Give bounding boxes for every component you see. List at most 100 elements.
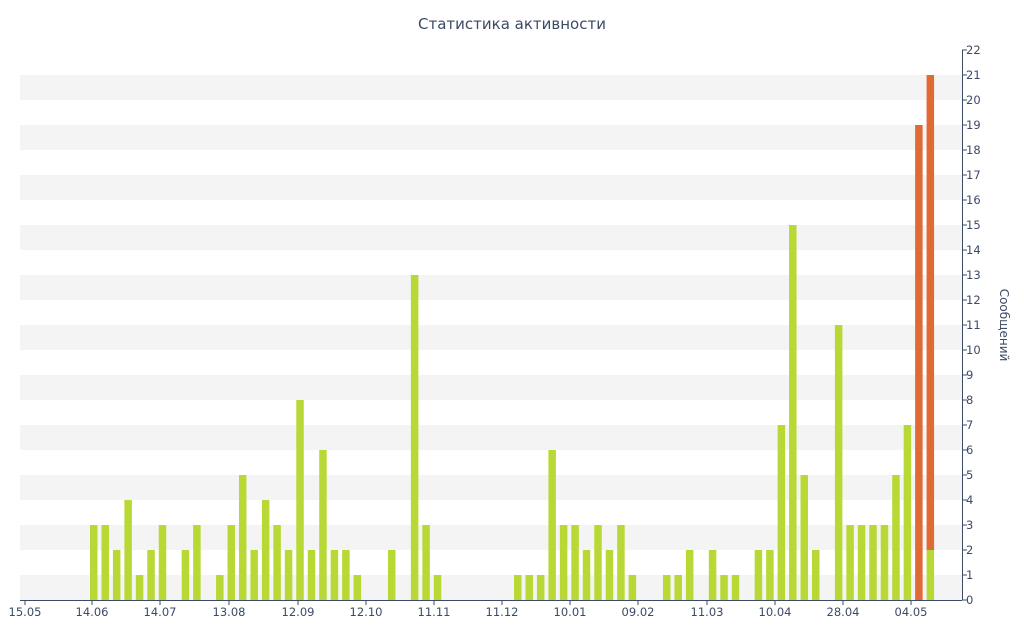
bar[interactable] xyxy=(112,550,121,600)
x-axis-ticks: 15.05 14.06 14.07 13.08 12.09 12.10 11.11 11.12… xyxy=(9,600,928,619)
y-tick-label: 18 xyxy=(966,143,981,157)
grid-band xyxy=(20,225,962,250)
bar[interactable] xyxy=(663,575,671,600)
bar[interactable] xyxy=(250,550,258,600)
bar[interactable] xyxy=(754,550,763,600)
grid-band xyxy=(20,175,962,200)
bar[interactable] xyxy=(559,525,568,600)
y-axis-label: Сообщений xyxy=(997,289,1011,362)
y-tick-label: 7 xyxy=(966,418,973,432)
bar[interactable] xyxy=(387,550,396,600)
x-tick-label: 10.04 xyxy=(759,605,792,619)
y-tick-label: 21 xyxy=(966,68,981,82)
grid-band xyxy=(20,475,962,500)
bar[interactable] xyxy=(90,525,98,600)
bar[interactable] xyxy=(903,425,912,600)
bar[interactable] xyxy=(353,575,362,600)
bar[interactable] xyxy=(834,325,843,600)
x-tick-label: 14.07 xyxy=(144,605,177,619)
x-tick-label: 28.04 xyxy=(827,605,860,619)
x-tick-label: 15.05 xyxy=(9,605,42,619)
bar[interactable] xyxy=(674,575,682,600)
grid-band xyxy=(20,125,962,150)
grid-band xyxy=(20,425,962,450)
bar[interactable] xyxy=(330,550,339,600)
bar[interactable] xyxy=(273,525,281,600)
bar[interactable] xyxy=(193,525,201,600)
y-tick-label: 22 xyxy=(966,43,981,57)
bar[interactable] xyxy=(261,500,270,600)
bar[interactable] xyxy=(410,275,419,600)
y-tick-label: 13 xyxy=(966,268,981,282)
bar[interactable] xyxy=(181,550,190,600)
bar[interactable] xyxy=(766,550,774,600)
grid-band xyxy=(20,75,962,100)
bar[interactable] xyxy=(135,575,144,600)
y-tick-label: 10 xyxy=(966,343,981,357)
bar[interactable] xyxy=(892,475,900,600)
y-tick-label: 19 xyxy=(966,118,981,132)
chart-title: Статистика активности xyxy=(418,15,606,33)
bar[interactable] xyxy=(594,525,602,600)
bars xyxy=(90,75,935,600)
y-tick-label: 11 xyxy=(966,318,981,332)
x-tick-label: 11.11 xyxy=(418,605,451,619)
bar[interactable] xyxy=(731,575,740,600)
grid-band xyxy=(20,275,962,300)
bar[interactable] xyxy=(147,550,155,600)
bar[interactable] xyxy=(708,550,717,600)
bar[interactable] xyxy=(525,575,533,600)
bar[interactable] xyxy=(307,550,316,600)
y-tick-label: 17 xyxy=(966,168,981,182)
bar[interactable] xyxy=(720,575,728,600)
bar[interactable] xyxy=(342,550,350,600)
bar-segment[interactable] xyxy=(915,125,923,600)
bar-segment[interactable] xyxy=(926,75,935,550)
y-tick-label: 2 xyxy=(966,543,973,557)
bar[interactable] xyxy=(628,575,637,600)
bar[interactable] xyxy=(101,525,109,600)
bar[interactable] xyxy=(319,450,327,600)
bar[interactable] xyxy=(514,575,522,600)
x-tick-label: 12.09 xyxy=(282,605,315,619)
bar[interactable] xyxy=(548,450,556,600)
y-tick-label: 20 xyxy=(966,93,981,107)
grid-bands xyxy=(20,75,962,600)
bar[interactable] xyxy=(869,525,877,600)
y-tick-label: 9 xyxy=(966,368,973,382)
bar[interactable] xyxy=(926,550,935,600)
bar[interactable] xyxy=(536,575,545,600)
bar[interactable] xyxy=(880,525,889,600)
x-tick-label: 11.12 xyxy=(486,605,519,619)
x-tick-label: 04.05 xyxy=(895,605,928,619)
bar[interactable] xyxy=(605,550,614,600)
y-tick-label: 8 xyxy=(966,393,973,407)
bar[interactable] xyxy=(238,475,247,600)
bar[interactable] xyxy=(789,225,797,600)
y-tick-label: 5 xyxy=(966,468,973,482)
bar[interactable] xyxy=(571,525,579,600)
bar[interactable] xyxy=(433,575,442,600)
bar[interactable] xyxy=(227,525,236,600)
bar[interactable] xyxy=(617,525,625,600)
y-tick-label: 12 xyxy=(966,293,981,307)
bar[interactable] xyxy=(158,525,167,600)
bar[interactable] xyxy=(296,400,304,600)
bar[interactable] xyxy=(846,525,854,600)
bar[interactable] xyxy=(777,425,786,600)
bar[interactable] xyxy=(582,550,591,600)
bar[interactable] xyxy=(216,575,224,600)
bar[interactable] xyxy=(422,525,430,600)
y-tick-label: 3 xyxy=(966,518,973,532)
bar[interactable] xyxy=(857,525,866,600)
bar[interactable] xyxy=(800,475,809,600)
y-tick-label: 1 xyxy=(966,568,973,582)
bar[interactable] xyxy=(685,550,694,600)
bar[interactable] xyxy=(811,550,820,600)
grid-band xyxy=(20,375,962,400)
bar[interactable] xyxy=(124,500,132,600)
x-tick-label: 09.02 xyxy=(622,605,655,619)
x-tick-label: 12.10 xyxy=(350,605,383,619)
bar[interactable] xyxy=(284,550,293,600)
